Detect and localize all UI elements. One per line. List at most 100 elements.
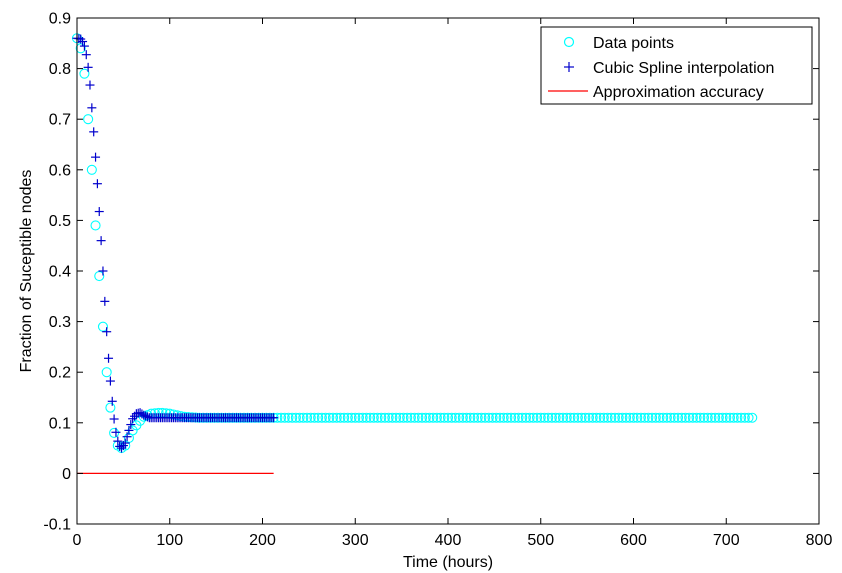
data-point-marker bbox=[672, 412, 684, 423]
data-point-marker bbox=[79, 68, 90, 79]
spline-marker bbox=[139, 410, 149, 420]
legend-plus-marker bbox=[564, 62, 574, 72]
y-tick-label: 0.4 bbox=[49, 264, 71, 281]
legend-label-cubic-spline: Cubic Spline interpolation bbox=[593, 60, 774, 77]
data-point-marker bbox=[543, 412, 554, 423]
data-point-marker bbox=[101, 367, 112, 378]
data-point-marker bbox=[736, 412, 747, 423]
data-point-marker bbox=[301, 412, 313, 423]
data-point-marker bbox=[83, 114, 94, 125]
data-point-marker bbox=[624, 412, 635, 423]
data-point-marker bbox=[535, 412, 546, 423]
data-point-marker bbox=[335, 412, 346, 423]
data-point-marker bbox=[561, 412, 572, 423]
data-point-marker bbox=[450, 412, 461, 423]
data-point-marker bbox=[376, 412, 387, 423]
spline-marker bbox=[102, 327, 112, 337]
spline-marker bbox=[96, 236, 106, 246]
spline-marker bbox=[81, 50, 91, 60]
data-point-marker bbox=[368, 412, 379, 423]
data-point-marker bbox=[379, 412, 390, 423]
data-point-marker bbox=[650, 412, 661, 423]
data-point-marker bbox=[702, 412, 713, 423]
data-point-marker bbox=[324, 412, 335, 423]
data-point-marker bbox=[661, 412, 672, 423]
spline-marker bbox=[269, 413, 279, 423]
data-point-marker bbox=[502, 412, 513, 423]
data-point-marker bbox=[669, 412, 680, 423]
legend: Data points Cubic Spline interpolation A… bbox=[540, 26, 813, 105]
y-tick-label: 0.6 bbox=[49, 162, 71, 179]
data-point-marker bbox=[75, 43, 86, 54]
data-point-marker bbox=[305, 412, 316, 423]
data-point-marker bbox=[572, 412, 583, 423]
data-point-marker bbox=[721, 412, 732, 423]
legend-label-data-points: Data points bbox=[593, 35, 674, 52]
data-point-marker bbox=[665, 412, 676, 423]
data-point-marker bbox=[506, 412, 517, 423]
y-tick-label: 0.2 bbox=[49, 365, 71, 382]
data-point-marker bbox=[86, 164, 97, 175]
data-point-marker bbox=[405, 412, 416, 423]
y-tick-label: 0 bbox=[62, 466, 71, 483]
data-point-marker bbox=[424, 412, 435, 423]
data-point-marker bbox=[654, 412, 665, 423]
x-tick-label: 200 bbox=[249, 532, 276, 549]
axis-ticks: 0 100 200 300 400 500 600 700 800-0.100.10.20.30… bbox=[43, 11, 832, 550]
data-point-marker bbox=[569, 412, 580, 423]
data-point-marker bbox=[487, 412, 498, 423]
data-point-marker bbox=[591, 412, 602, 423]
data-point-marker bbox=[698, 412, 710, 423]
x-axis-label: Time (hours) bbox=[403, 554, 493, 571]
spline-marker bbox=[111, 427, 121, 437]
spline-marker bbox=[120, 438, 130, 448]
data-point-marker bbox=[520, 412, 531, 423]
data-point-marker bbox=[609, 412, 621, 423]
data-point-marker bbox=[747, 412, 758, 423]
spline-marker bbox=[142, 412, 152, 422]
data-point-marker bbox=[435, 412, 446, 423]
data-point-marker bbox=[383, 412, 394, 423]
data-point-marker bbox=[632, 412, 643, 423]
y-tick-label: 0.1 bbox=[49, 415, 71, 432]
data-point-marker bbox=[454, 412, 465, 423]
data-point-marker bbox=[713, 412, 724, 423]
data-point-marker bbox=[457, 412, 468, 423]
data-point-marker bbox=[646, 412, 658, 423]
spline-marker bbox=[85, 80, 95, 90]
data-point-marker bbox=[583, 412, 595, 423]
data-point-marker bbox=[680, 412, 691, 423]
spline-marker bbox=[79, 41, 89, 51]
spline-marker bbox=[122, 432, 132, 442]
data-point-marker bbox=[602, 412, 613, 423]
y-tick-label: 0.5 bbox=[49, 213, 71, 230]
data-point-marker bbox=[550, 412, 561, 423]
data-point-marker bbox=[743, 412, 754, 423]
data-point-marker bbox=[279, 412, 290, 423]
data-point-marker bbox=[494, 412, 505, 423]
data-point-marker bbox=[361, 412, 372, 423]
data-point-marker bbox=[439, 412, 450, 423]
spline-marker bbox=[137, 409, 147, 419]
data-point-marker bbox=[461, 412, 472, 423]
data-point-marker bbox=[428, 412, 439, 423]
spline-marker bbox=[104, 353, 114, 363]
data-point-marker bbox=[365, 412, 376, 423]
data-point-marker bbox=[728, 412, 739, 423]
data-point-marker bbox=[565, 412, 576, 423]
spline-marker bbox=[109, 414, 119, 424]
data-point-marker bbox=[587, 412, 598, 423]
spline-marker bbox=[105, 376, 115, 386]
x-tick-label: 400 bbox=[435, 532, 462, 549]
x-tick-label: 700 bbox=[713, 532, 740, 549]
data-point-marker bbox=[724, 412, 736, 423]
spline-marker bbox=[94, 207, 104, 217]
data-point-marker bbox=[717, 412, 728, 423]
x-tick-label: 800 bbox=[806, 532, 833, 549]
spline-marker bbox=[107, 396, 117, 406]
data-point-marker bbox=[528, 412, 539, 423]
spline-marker bbox=[91, 152, 101, 162]
plot-area bbox=[71, 33, 758, 474]
data-point-marker bbox=[353, 412, 365, 423]
data-point-marker bbox=[509, 412, 520, 423]
